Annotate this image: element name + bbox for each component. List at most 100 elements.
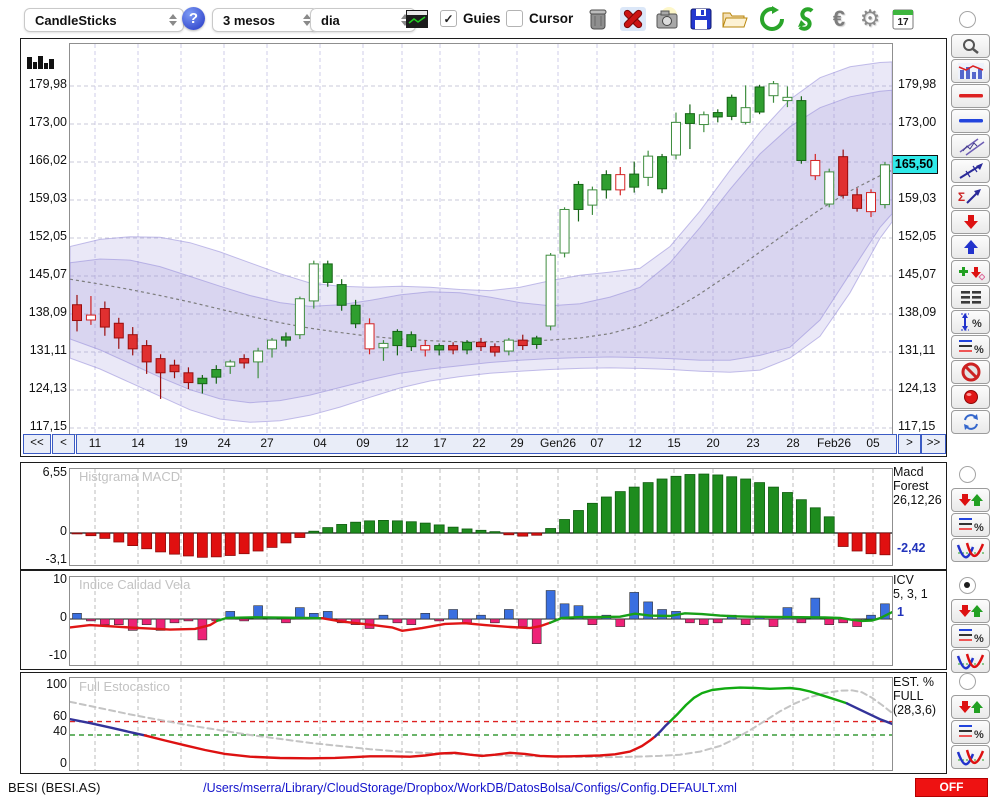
refresh-pair-button[interactable]: [951, 410, 990, 434]
red-hline-button[interactable]: [951, 84, 990, 108]
mini-chart-window-icon[interactable]: [402, 4, 432, 33]
macd-panel: Histgrama MACD 6,55 0 -3,1 Macd Forest 26,…: [20, 462, 947, 570]
stochastic-lines-percent-button[interactable]: %: [951, 720, 990, 744]
price-axis-label: 152,05: [28, 229, 67, 244]
price-axis-label: 173,00: [28, 114, 67, 129]
nav-next-button[interactable]: >: [898, 434, 921, 454]
add-signal-marker-button[interactable]: [951, 260, 990, 284]
price-axis-label: 131,11: [898, 343, 936, 358]
macd-signal-arrows-button[interactable]: [951, 488, 990, 512]
tool-sidebar: Σ % %: [948, 0, 1000, 800]
icv-plot[interactable]: [69, 576, 893, 666]
trend-line-button[interactable]: [951, 159, 990, 183]
nav-first-button[interactable]: <<: [23, 434, 51, 454]
indicator-axis-label: 0: [60, 524, 67, 538]
calendar-icon[interactable]: 17: [888, 4, 918, 33]
delete-x-icon[interactable]: [618, 4, 648, 33]
date-tick: 19: [174, 436, 188, 450]
date-tick: Gen26: [539, 436, 577, 450]
date-tick: 23: [746, 436, 760, 450]
macd-lines-percent-button[interactable]: %: [951, 513, 990, 537]
price-levels-button[interactable]: [951, 285, 990, 309]
off-button[interactable]: OFF: [915, 778, 988, 797]
date-tick: 05: [866, 436, 880, 450]
price-axis-label: 131,11: [29, 343, 67, 358]
stochastic-radio[interactable]: [959, 673, 976, 690]
guies-checkbox[interactable]: ✓ Guies: [440, 10, 501, 27]
help-button[interactable]: ?: [182, 7, 205, 30]
gear-icon[interactable]: ⚙: [859, 5, 881, 31]
buy-arrow-button[interactable]: [951, 235, 990, 259]
indicator-axis-label: 0: [60, 610, 67, 624]
date-tick: 29: [510, 436, 524, 450]
price-chart-panel: Last: 165.5 - 06/02/26 179,98 173,00 166,0…: [20, 38, 947, 457]
select-chevrons-icon: [303, 14, 311, 26]
svg-text:%: %: [974, 633, 984, 645]
price-axis-label: 117,15: [29, 419, 67, 434]
price-axis-label: 138,09: [898, 305, 937, 320]
icv-panel: Indice Calidad Vela 10 0 -10 ICV 5, 3, 1 1: [20, 570, 947, 670]
checkbox-empty-icon: [506, 10, 523, 27]
indicator-axis-label: -10: [48, 648, 67, 662]
macd-axis: 6,55 0 -3,1: [23, 463, 67, 569]
record-button[interactable]: [951, 385, 990, 409]
icv-lines-percent-button[interactable]: %: [951, 624, 990, 648]
save-floppy-icon[interactable]: [686, 4, 716, 33]
checkbox-checked-icon: ✓: [440, 10, 457, 27]
blue-hline-button[interactable]: [951, 109, 990, 133]
stochastic-plot[interactable]: [69, 677, 893, 771]
nav-last-button[interactable]: >>: [921, 434, 946, 454]
icv-title: Indice Calidad Vela: [79, 577, 191, 592]
trash-icon[interactable]: [583, 4, 613, 33]
sync-icon[interactable]: [791, 4, 821, 33]
date-tick: 07: [590, 436, 604, 450]
icv-radio[interactable]: [959, 577, 976, 594]
refresh-icon[interactable]: [757, 4, 787, 33]
guies-label: Guies: [463, 11, 501, 26]
date-tick: 11: [88, 436, 102, 450]
open-folder-icon[interactable]: [719, 4, 749, 33]
indicator-axis-label: 40: [53, 724, 67, 739]
main-chart-radio[interactable]: [959, 11, 976, 28]
macd-right-label: Macd Forest 26,12,26: [893, 465, 942, 507]
indicator-axis-label: 0: [60, 756, 67, 770]
lines-percent-button[interactable]: %: [951, 335, 990, 359]
price-plot[interactable]: [69, 43, 893, 435]
interval-select[interactable]: dia: [310, 8, 416, 32]
snapshot-camera-icon[interactable]: [652, 4, 682, 33]
nav-prev-button[interactable]: <: [52, 434, 75, 454]
select-chevrons-icon: [169, 14, 177, 26]
sell-arrow-button[interactable]: [951, 210, 990, 234]
disable-button[interactable]: [951, 360, 990, 384]
icv-oscillator-curves-button[interactable]: [951, 649, 990, 673]
date-tick: Feb26: [816, 436, 852, 450]
chart-type-select[interactable]: CandleSticks: [24, 8, 184, 32]
indicator-axis-label: 10: [53, 572, 67, 586]
period-select[interactable]: 3 mesos: [212, 8, 318, 32]
date-tick: 27: [260, 436, 274, 450]
config-path[interactable]: /Users/mserra/Library/CloudStorage/Dropb…: [203, 781, 737, 795]
icv-signal-arrows-button[interactable]: [951, 599, 990, 623]
macd-radio[interactable]: [959, 466, 976, 483]
date-tick: 14: [131, 436, 145, 450]
cursor-checkbox[interactable]: Cursor: [506, 10, 573, 27]
macd-title: Histgrama MACD: [79, 469, 181, 484]
macd-oscillator-curves-button[interactable]: [951, 538, 990, 562]
measure-percent-button[interactable]: %: [951, 310, 990, 334]
chart-style-icon[interactable]: [26, 53, 56, 76]
macd-plot[interactable]: [69, 468, 893, 566]
sigma-trend-line-button[interactable]: Σ: [951, 185, 990, 209]
stochastic-signal-arrows-button[interactable]: [951, 695, 990, 719]
price-volume-chart-button[interactable]: [951, 59, 990, 83]
svg-text:17: 17: [897, 17, 909, 28]
euro-icon[interactable]: €: [832, 5, 846, 31]
trend-channel-button[interactable]: [951, 134, 990, 158]
zoom-button[interactable]: [951, 34, 990, 58]
price-axis-label: 152,05: [898, 229, 937, 244]
price-axis-label: 145,07: [28, 267, 67, 282]
stochastic-oscillator-curves-button[interactable]: [951, 745, 990, 769]
date-tick: 20: [706, 436, 720, 450]
date-tick: 15: [667, 436, 681, 450]
stochastic-axis: 100 60 40 0: [23, 673, 67, 773]
